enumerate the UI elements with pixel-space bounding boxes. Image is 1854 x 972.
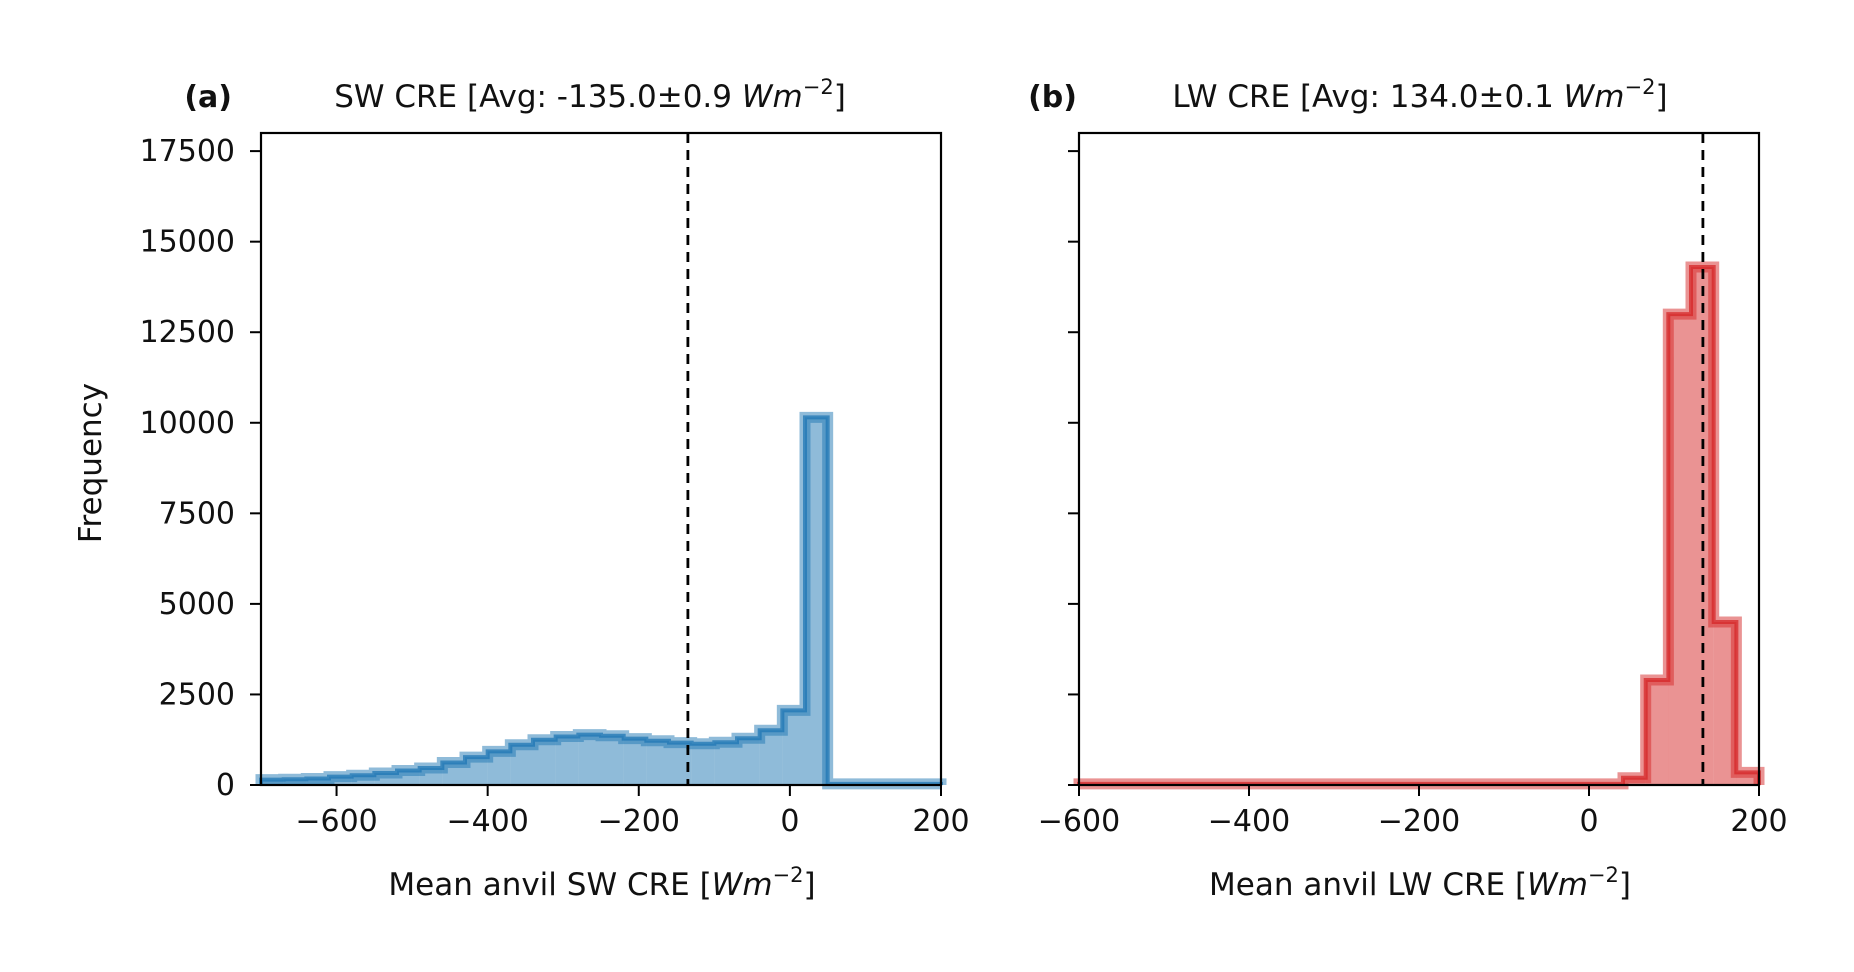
panel-a-bar (510, 744, 533, 785)
panel-a-bar (805, 417, 828, 785)
panel-a-bars (255, 411, 947, 790)
panel-b-bar (1668, 314, 1691, 785)
panel-a-bar (555, 736, 579, 785)
panel-a-bar (533, 739, 556, 785)
panel-a-title: SW CRE [Avg: -135.0±0.9 Wm−2] (334, 75, 846, 115)
x-tick-label: 0 (780, 804, 799, 839)
panel-a-bar (737, 738, 760, 785)
panel-a-bar (759, 730, 783, 785)
x-tick-label: −400 (446, 804, 528, 839)
y-tick-label: 2500 (159, 677, 235, 712)
panel-a-bar (442, 762, 465, 785)
panel-a-hist-step (259, 415, 943, 786)
y-tick-label: 12500 (140, 315, 235, 350)
panel-a-bar (465, 757, 488, 785)
y-tick-label: 17500 (140, 134, 235, 169)
y-tick-label: 15000 (140, 225, 235, 260)
panel-a-bar (601, 735, 624, 785)
x-tick-label: −600 (1038, 804, 1120, 839)
panel-b-title: LW CRE [Avg: 134.0±0.1 Wm−2] (1172, 75, 1667, 115)
panel-a-x-axis-label: Mean anvil SW CRE [Wm−2] (388, 863, 815, 903)
panel-a-x-ticks: −600 −400 −200 0 200 (295, 785, 970, 839)
y-tick-label: 5000 (159, 587, 235, 622)
panel-a-bar (714, 742, 737, 785)
panel-b: −600 −400 −200 0 200 (b) LW CRE [Avg: 134.0±… (1028, 75, 1788, 903)
y-tick-label: 0 (216, 768, 235, 803)
panel-a-bar (623, 738, 647, 785)
x-tick-label: 200 (1730, 804, 1787, 839)
panel-b-tag: (b) (1028, 80, 1077, 115)
panel-a-bar (487, 751, 511, 785)
y-tick-label: 10000 (140, 406, 235, 441)
x-tick-label: −200 (1378, 804, 1460, 839)
panel-b-y-ticks (1068, 150, 1079, 786)
panel-a-bar (578, 734, 601, 785)
panel-b-bars (1073, 261, 1765, 790)
x-tick-label: 0 (1579, 804, 1598, 839)
x-tick-label: −600 (295, 804, 377, 839)
panel-a-hist-outline (255, 411, 947, 790)
panel-a: −600 −400 −200 0 200 0 2500 5000 7500 10000 12500… (73, 75, 970, 903)
panel-b-x-ticks: −600 −400 −200 0 200 (1038, 785, 1788, 839)
panel-a-bar (374, 773, 397, 785)
panel-a-bar (669, 742, 692, 785)
x-tick-label: −400 (1208, 804, 1290, 839)
panel-a-y-axis-label: Frequency (73, 383, 109, 543)
y-tick-label: 7500 (159, 496, 235, 531)
x-tick-label: −200 (598, 804, 680, 839)
panel-b-x-axis-label: Mean anvil LW CRE [Wm−2] (1209, 863, 1631, 903)
panel-a-y-ticks: 0 2500 5000 7500 10000 12500 15000 17500 (140, 134, 261, 803)
x-tick-label: 200 (912, 804, 969, 839)
panel-a-tag: (a) (184, 80, 232, 115)
panel-b-bar (1645, 679, 1669, 785)
panel-a-bar (782, 710, 805, 785)
panel-a-bar (646, 740, 669, 785)
panel-a-bar (691, 743, 715, 785)
panel-a-frame (259, 131, 943, 787)
panel-b-bar (1713, 622, 1737, 785)
